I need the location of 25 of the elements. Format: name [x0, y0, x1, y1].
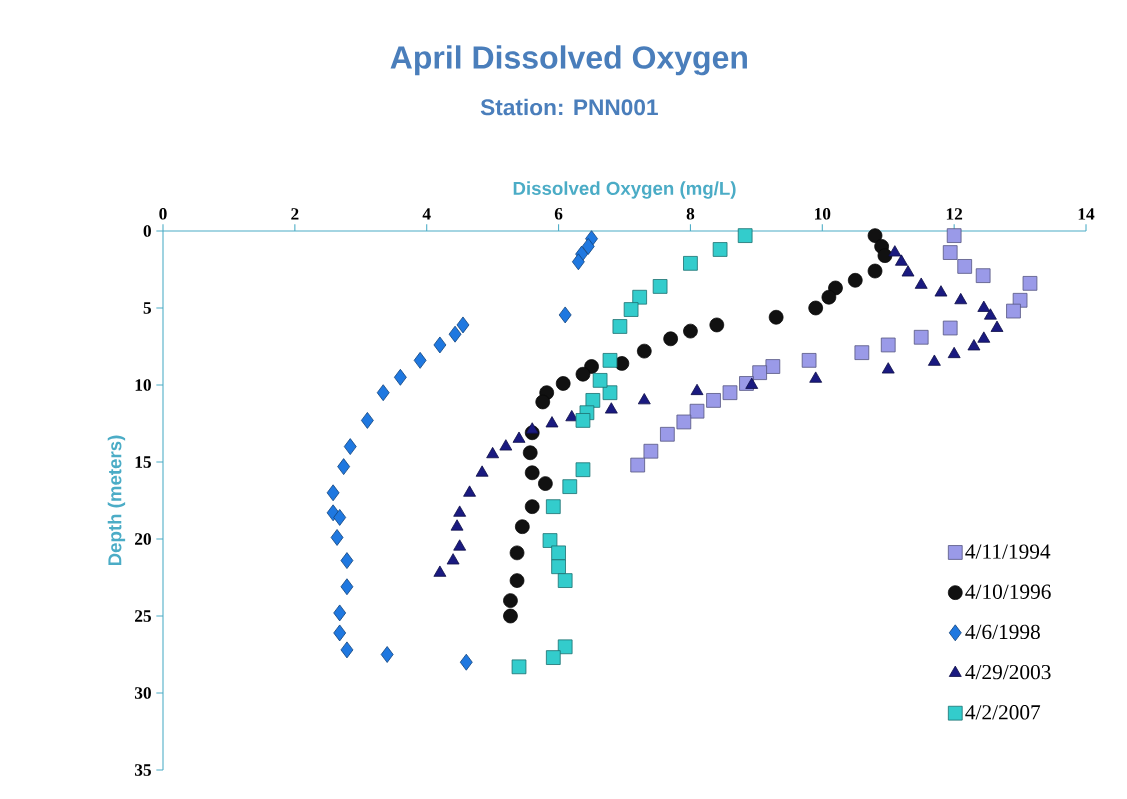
x-tick-label: 0: [159, 207, 167, 220]
x-tick-label: 12: [946, 208, 963, 220]
legend-label: 4/29/2003: [965, 664, 1051, 680]
legend-label: 4/2/2007: [965, 705, 1041, 720]
x-tick-label: 10: [815, 207, 831, 220]
legend-label: 4/11/1994: [965, 544, 1051, 559]
y-axis-title: Depth (meters): [107, 435, 126, 566]
legend-label: 4/10/1996: [965, 584, 1051, 599]
x-tick-label: 14: [1078, 208, 1095, 220]
y-tick-label: 5: [143, 302, 151, 314]
y-tick-label: 25: [135, 610, 151, 622]
y-tick-label: 15: [135, 456, 151, 468]
chart-subtitle: Station: PNN001: [480, 98, 658, 116]
y-tick-label: 10: [135, 379, 151, 391]
chart-title: April Dissolved Oxygen: [390, 45, 747, 76]
y-tick-label: 20: [135, 533, 151, 545]
y-tick-label: 30: [134, 687, 151, 699]
legend-label: 4/6/1998: [965, 624, 1040, 640]
x-tick-label: 6: [554, 207, 563, 220]
y-tick-label: 0: [143, 225, 151, 237]
x-tick-label: 2: [291, 208, 299, 220]
x-tick-label: 8: [686, 207, 695, 220]
x-axis-title: Dissolved Oxygen (mg/L): [513, 181, 736, 199]
x-tick-label: 4: [422, 208, 431, 220]
y-tick-label: 35: [134, 764, 151, 776]
